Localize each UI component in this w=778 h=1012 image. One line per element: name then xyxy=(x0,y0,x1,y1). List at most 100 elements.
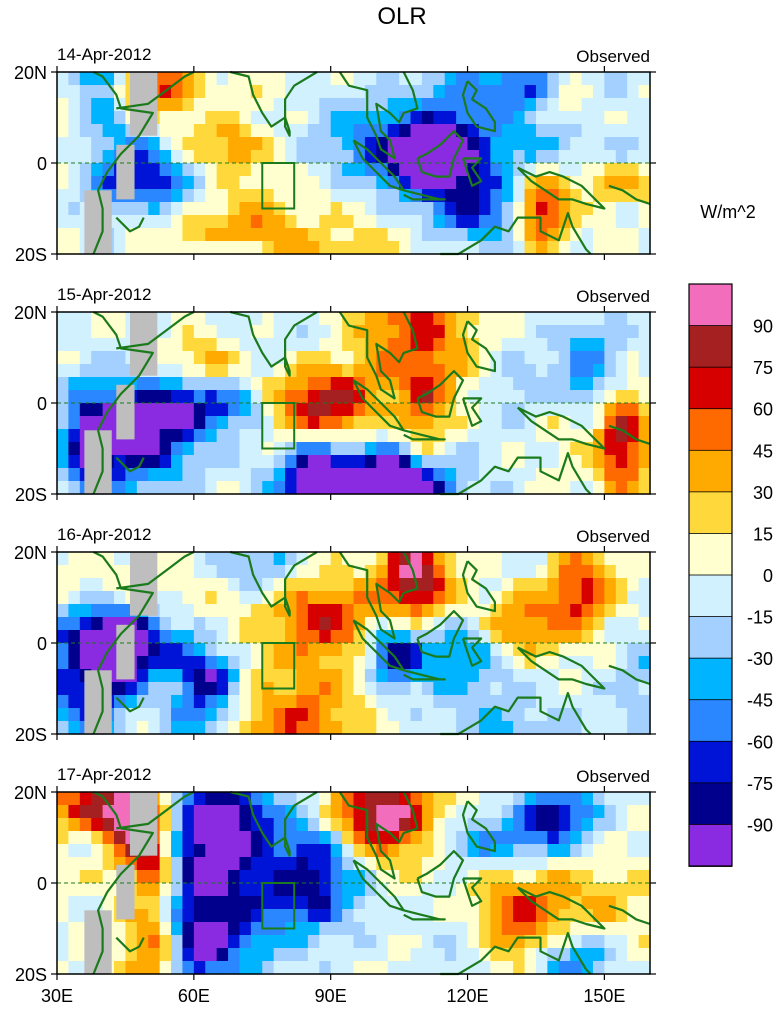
olr-cell xyxy=(513,228,526,242)
olr-cell xyxy=(171,176,184,190)
olr-cell xyxy=(68,468,81,482)
olr-cell xyxy=(319,909,332,923)
olr-cell xyxy=(467,442,480,456)
olr-cell xyxy=(228,137,241,151)
olr-cell xyxy=(102,870,115,884)
olr-cell xyxy=(513,416,526,430)
olr-cell xyxy=(330,922,343,936)
olr-cell xyxy=(239,695,252,709)
olr-cell xyxy=(615,98,628,112)
olr-cell xyxy=(604,818,617,832)
olr-cell xyxy=(307,429,320,443)
olr-cell xyxy=(387,442,400,456)
coastline xyxy=(338,71,419,160)
olr-cell xyxy=(581,669,594,683)
olr-cell xyxy=(558,792,571,806)
olr-cell xyxy=(615,721,628,735)
olr-cell xyxy=(501,792,514,806)
olr-cell xyxy=(216,377,229,391)
olr-cell xyxy=(444,72,457,86)
olr-cell xyxy=(604,85,617,99)
olr-cell xyxy=(353,844,366,858)
olr-cell xyxy=(524,124,537,138)
olr-cell xyxy=(193,578,206,592)
olr-cell xyxy=(250,455,263,469)
olr-cell xyxy=(68,124,81,138)
olr-cell xyxy=(627,98,640,112)
olr-cell xyxy=(330,656,343,670)
olr-cell xyxy=(524,805,537,819)
olr-cell xyxy=(68,831,81,845)
olr-cell xyxy=(353,338,366,352)
olr-cell xyxy=(148,137,161,151)
olr-cell xyxy=(171,228,184,242)
olr-cell xyxy=(410,364,423,378)
olr-cell xyxy=(342,883,355,897)
x-tick-label: 30E xyxy=(41,986,73,1006)
olr-cell xyxy=(102,377,115,391)
olr-cell xyxy=(330,695,343,709)
olr-cell xyxy=(478,818,491,832)
olr-cell xyxy=(478,669,491,683)
olr-cell xyxy=(136,857,149,871)
olr-cell xyxy=(433,604,446,618)
olr-cell xyxy=(410,656,423,670)
olr-cell xyxy=(91,325,104,339)
olr-cell xyxy=(250,468,263,482)
olr-cell xyxy=(342,909,355,923)
olr-cell xyxy=(307,228,320,242)
olr-cell xyxy=(387,85,400,99)
olr-cell xyxy=(285,708,298,722)
olr-cell xyxy=(410,961,423,975)
olr-cell xyxy=(376,312,389,326)
olr-cell xyxy=(444,364,457,378)
olr-cell xyxy=(535,111,548,125)
olr-cell xyxy=(68,390,81,404)
olr-cell xyxy=(592,325,605,339)
olr-cell xyxy=(296,390,309,404)
olr-cell xyxy=(159,870,172,884)
olr-cell xyxy=(490,818,503,832)
olr-cell xyxy=(387,721,400,735)
olr-cell xyxy=(319,202,332,216)
olr-cell xyxy=(444,695,457,709)
olr-cell xyxy=(342,137,355,151)
olr-cell xyxy=(478,617,491,631)
olr-cell xyxy=(501,202,514,216)
olr-cell xyxy=(102,844,115,858)
olr-cell xyxy=(136,708,149,722)
olr-cell xyxy=(581,552,594,566)
olr-cell xyxy=(535,909,548,923)
olr-cell xyxy=(399,228,412,242)
olr-cell xyxy=(250,721,263,735)
olr-cell xyxy=(615,792,628,806)
olr-cell xyxy=(91,98,104,112)
olr-cell xyxy=(342,377,355,391)
olr-cell xyxy=(615,870,628,884)
olr-cell xyxy=(399,364,412,378)
olr-cell xyxy=(604,228,617,242)
olr-cell xyxy=(285,552,298,566)
olr-cell xyxy=(638,578,651,592)
olr-cell xyxy=(513,176,526,190)
coastline xyxy=(416,609,465,658)
olr-cell xyxy=(182,565,195,579)
olr-cell xyxy=(433,85,446,99)
olr-cell xyxy=(592,948,605,962)
olr-cell xyxy=(250,870,263,884)
olr-cell xyxy=(342,312,355,326)
olr-cell xyxy=(159,163,172,177)
olr-cell xyxy=(433,390,446,404)
olr-cell xyxy=(57,124,69,138)
olr-cell xyxy=(444,818,457,832)
olr-cell xyxy=(159,390,172,404)
olr-cell xyxy=(581,935,594,949)
olr-cell xyxy=(535,818,548,832)
olr-cell xyxy=(91,150,104,164)
olr-cell xyxy=(319,364,332,378)
olr-cell xyxy=(330,643,343,657)
olr-cell xyxy=(273,896,286,910)
olr-cell xyxy=(399,98,412,112)
olr-cell xyxy=(79,377,92,391)
olr-cell xyxy=(216,176,229,190)
